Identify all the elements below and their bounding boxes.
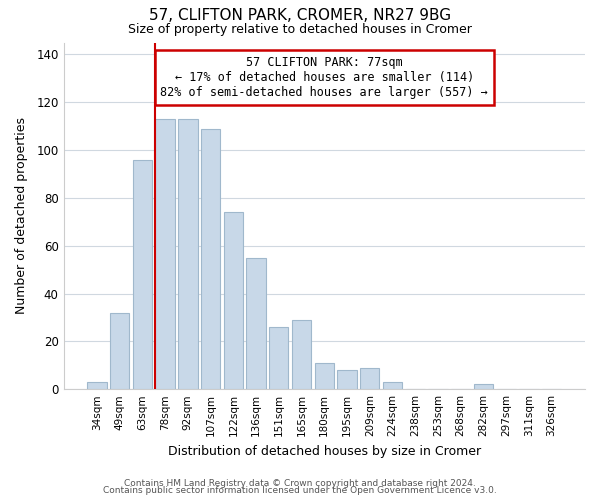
Bar <box>133 160 152 389</box>
Text: Contains HM Land Registry data © Crown copyright and database right 2024.: Contains HM Land Registry data © Crown c… <box>124 478 476 488</box>
Text: 57 CLIFTON PARK: 77sqm
← 17% of detached houses are smaller (114)
82% of semi-de: 57 CLIFTON PARK: 77sqm ← 17% of detached… <box>160 56 488 100</box>
Bar <box>337 370 356 389</box>
Y-axis label: Number of detached properties: Number of detached properties <box>15 118 28 314</box>
Bar <box>224 212 243 389</box>
Bar <box>178 119 197 389</box>
Bar <box>360 368 379 389</box>
Bar <box>110 312 130 389</box>
Text: Size of property relative to detached houses in Cromer: Size of property relative to detached ho… <box>128 22 472 36</box>
Bar <box>383 382 402 389</box>
Bar <box>269 327 289 389</box>
Bar <box>155 119 175 389</box>
Text: 57, CLIFTON PARK, CROMER, NR27 9BG: 57, CLIFTON PARK, CROMER, NR27 9BG <box>149 8 451 22</box>
Bar <box>292 320 311 389</box>
Text: Contains public sector information licensed under the Open Government Licence v3: Contains public sector information licen… <box>103 486 497 495</box>
Bar <box>87 382 107 389</box>
Bar <box>474 384 493 389</box>
Bar <box>201 128 220 389</box>
X-axis label: Distribution of detached houses by size in Cromer: Distribution of detached houses by size … <box>168 444 481 458</box>
Bar <box>247 258 266 389</box>
Bar <box>314 363 334 389</box>
